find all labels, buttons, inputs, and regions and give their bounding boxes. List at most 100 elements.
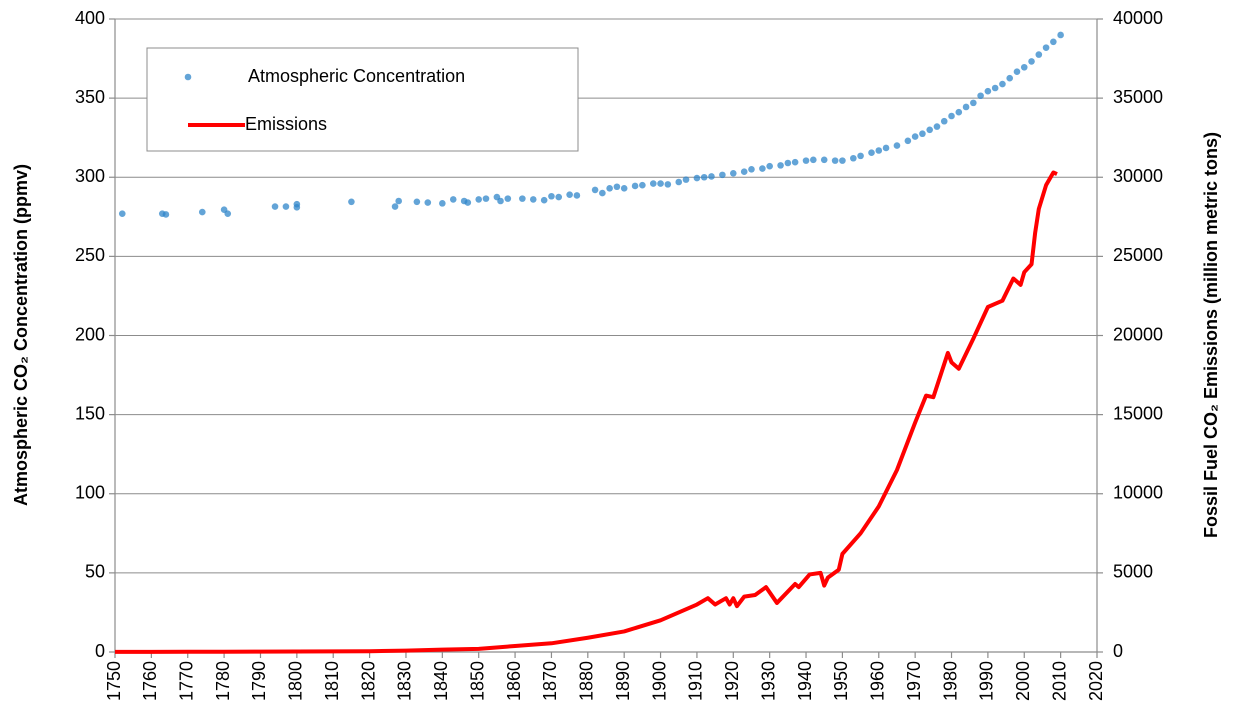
data-point	[1035, 51, 1043, 58]
x-tick-label: 1960	[868, 661, 888, 701]
data-point	[504, 195, 512, 202]
data-point	[413, 198, 421, 206]
data-point	[639, 181, 646, 189]
data-point	[391, 203, 399, 210]
x-tick-label: 1880	[577, 661, 597, 701]
data-point	[977, 92, 984, 100]
data-point	[519, 195, 526, 202]
y2-tick-label: 35000	[1113, 87, 1163, 107]
data-point	[740, 168, 748, 176]
data-point	[1013, 68, 1021, 75]
data-point	[395, 197, 402, 205]
x-tick-label: 2020	[1086, 661, 1106, 701]
data-point	[933, 123, 941, 130]
data-point	[708, 173, 715, 180]
x-tick-label: 1890	[613, 661, 633, 701]
y-tick-label: 300	[75, 166, 105, 186]
x-tick-label: 1830	[395, 661, 415, 701]
y-tick-label: 200	[75, 324, 105, 344]
data-point	[620, 185, 628, 192]
data-point	[875, 147, 883, 154]
data-point	[591, 186, 599, 194]
y2-tick-label: 30000	[1113, 166, 1163, 186]
data-point	[820, 156, 828, 164]
data-point	[948, 112, 955, 120]
data-point	[893, 142, 901, 149]
data-point	[748, 166, 755, 173]
data-point	[664, 181, 672, 188]
y-tick-label: 0	[95, 641, 105, 661]
data-point	[802, 157, 810, 164]
data-point	[850, 154, 857, 162]
data-point	[719, 171, 726, 179]
y2-tick-label: 10000	[1113, 483, 1163, 503]
data-point	[904, 137, 912, 145]
x-tick-label: 1980	[940, 661, 960, 701]
x-tick-label: 1950	[831, 661, 851, 701]
y-tick-label: 150	[75, 403, 105, 423]
x-tick-label: 1860	[504, 661, 524, 701]
data-point	[831, 157, 839, 164]
data-point	[529, 196, 537, 203]
data-point	[599, 189, 606, 197]
data-point	[926, 126, 933, 134]
data-point	[497, 197, 504, 205]
x-tick-label: 1790	[249, 661, 269, 701]
data-point	[555, 193, 563, 201]
data-point	[548, 192, 555, 200]
x-tick-label: 1800	[286, 661, 306, 701]
data-point	[540, 196, 548, 204]
y-tick-label: 100	[75, 483, 105, 503]
data-point	[1057, 31, 1064, 39]
data-point	[999, 80, 1006, 88]
data-point	[439, 200, 446, 207]
x-tick-label: 2010	[1049, 661, 1069, 701]
data-point	[955, 108, 963, 116]
data-point	[839, 157, 846, 164]
y-axis-title: Atmospheric CO₂ Concentration (ppmv)	[11, 164, 31, 506]
x-tick-label: 1850	[467, 661, 487, 701]
data-point	[675, 178, 683, 186]
data-point	[991, 84, 999, 92]
y2-tick-label: 5000	[1113, 562, 1153, 582]
x-tick-label: 1920	[722, 661, 742, 701]
data-point	[657, 180, 664, 187]
data-point	[1050, 38, 1057, 46]
data-point	[729, 169, 737, 177]
data-point	[682, 176, 690, 183]
legend-marker	[184, 73, 192, 81]
x-tick-label: 1970	[904, 661, 924, 701]
data-point	[482, 195, 490, 202]
data-point	[606, 185, 613, 192]
x-tick-label: 1990	[977, 661, 997, 701]
data-point	[759, 165, 766, 172]
data-point	[566, 191, 573, 198]
y-tick-label: 400	[75, 8, 105, 28]
data-point	[700, 173, 708, 181]
data-point	[791, 158, 799, 166]
y2-tick-label: 25000	[1113, 245, 1163, 265]
data-point	[449, 196, 457, 203]
data-point	[784, 159, 792, 167]
x-tick-label: 1750	[104, 661, 124, 701]
data-point	[810, 156, 817, 164]
data-point	[271, 203, 279, 210]
x-tick-label: 2000	[1013, 661, 1033, 701]
x-tick-label: 1910	[686, 661, 706, 701]
data-point	[649, 180, 657, 187]
x-tick-label: 1780	[213, 661, 233, 701]
data-point	[1028, 58, 1035, 65]
data-line	[114, 170, 1058, 654]
data-point	[940, 117, 948, 125]
y2-tick-label: 40000	[1113, 8, 1163, 28]
data-point	[224, 210, 232, 217]
y2-tick-label: 15000	[1113, 403, 1163, 423]
data-point	[162, 211, 170, 218]
x-tick-label: 1820	[358, 661, 378, 701]
legend-label: Atmospheric Concentration	[248, 66, 465, 86]
data-point	[984, 87, 992, 95]
data-point	[424, 199, 432, 206]
y2-tick-label: 20000	[1113, 324, 1163, 344]
data-point	[919, 130, 926, 138]
y2-tick-label: 0	[1113, 641, 1123, 661]
